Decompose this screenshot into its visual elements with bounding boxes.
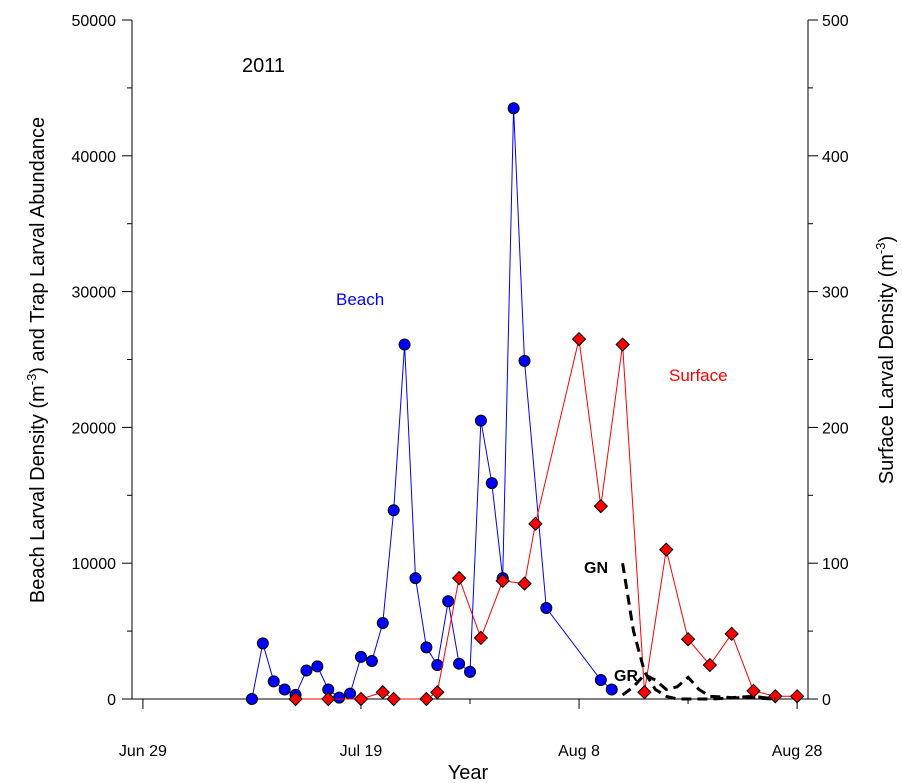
- left-tick-label: 30000: [72, 285, 117, 302]
- beach-point: [594, 673, 607, 686]
- axes: [131, 20, 809, 700]
- right-tick-label: 100: [822, 556, 849, 573]
- x-tick-label: Jul 19: [340, 743, 383, 760]
- left-tick-label: 0: [107, 692, 116, 709]
- surface-point: [637, 685, 652, 700]
- surface-point: [659, 542, 674, 557]
- surface-point: [528, 516, 543, 532]
- left-tick-label: 20000: [72, 420, 117, 437]
- beach-point: [507, 102, 520, 115]
- right-tick-label: 500: [822, 13, 849, 30]
- labels: 2011 Year Beach Larval Density (m-3) and…: [24, 55, 898, 783]
- beach-point: [278, 683, 291, 696]
- surface-point: [495, 573, 510, 589]
- surface-point: [593, 498, 609, 514]
- x-tick-label: Aug 28: [772, 743, 823, 760]
- gr-series-line: [621, 672, 776, 701]
- beach-point: [540, 602, 553, 615]
- beach-point: [605, 683, 618, 696]
- left-axis-title-tail: ) and Trap Larval Abundance: [27, 117, 49, 374]
- right-axis-title: Surface Larval Density (m-3): [873, 236, 898, 484]
- beach-point: [464, 665, 476, 678]
- surface-point: [724, 626, 739, 642]
- ticks: 0 10000 20000 30000 40000 50000 0 100 200 300 400 5…: [72, 13, 849, 760]
- x-tick-label: Jun 29: [119, 743, 167, 760]
- beach-point: [453, 657, 466, 670]
- right-axis-title-main: Surface Larval Density (m: [876, 254, 898, 484]
- left-axis-title: Beach Larval Density (m-3) and Trap Larv…: [24, 117, 49, 603]
- right-axis-title-sup: -3: [873, 243, 888, 255]
- left-tick-label: 10000: [72, 556, 117, 573]
- beach-point: [474, 414, 487, 427]
- surface-series-line: [295, 338, 798, 700]
- x-axis-title: Year: [448, 762, 489, 783]
- beach-point: [333, 691, 346, 704]
- beach-point: [485, 477, 498, 490]
- surface-point: [430, 685, 445, 700]
- surface-series-label: Surface: [669, 366, 728, 385]
- right-tick-label: 300: [822, 285, 849, 302]
- beach-point: [420, 641, 433, 654]
- beach-point: [442, 595, 455, 608]
- beach-point: [344, 687, 357, 700]
- surface-point: [419, 691, 434, 707]
- surface-point: [288, 691, 303, 707]
- left-tick-label: 40000: [72, 149, 117, 166]
- beach-point: [398, 338, 411, 351]
- right-tick-label: 0: [822, 692, 831, 709]
- year-annotation: 2011: [242, 55, 285, 77]
- beach-point: [300, 664, 313, 677]
- gr-series-label: GR: [614, 668, 638, 685]
- surface-point: [386, 691, 401, 707]
- gn-series-label: GN: [584, 560, 608, 577]
- surface-point: [321, 691, 336, 707]
- beach-point: [409, 572, 422, 585]
- beach-point: [376, 616, 389, 629]
- surface-point: [353, 691, 369, 707]
- beach-point: [354, 650, 367, 663]
- beach-point: [256, 637, 269, 650]
- surface-point: [615, 337, 630, 352]
- beach-point: [365, 654, 378, 667]
- beach-point: [311, 660, 324, 673]
- right-axis-title-tail: ): [876, 236, 898, 243]
- beach-series-label: Beach: [336, 290, 384, 309]
- left-tick-label: 50000: [72, 13, 117, 30]
- beach-point: [245, 693, 258, 705]
- right-tick-label: 200: [822, 420, 849, 437]
- surface-point: [680, 632, 696, 647]
- surface-point: [375, 685, 390, 700]
- beach-point: [518, 354, 531, 367]
- gn-series-line: [621, 562, 776, 701]
- left-axis-title-sup: -3: [24, 374, 39, 386]
- x-tick-label: Aug 8: [558, 743, 600, 760]
- surface-point: [517, 576, 532, 591]
- surface-point: [702, 657, 718, 673]
- beach-point: [267, 675, 280, 688]
- surface-point: [473, 630, 489, 646]
- surface-point: [789, 689, 805, 704]
- beach-point: [387, 504, 400, 517]
- surface-point: [571, 331, 587, 347]
- left-axis-title-main: Beach Larval Density (m: [27, 385, 49, 603]
- series: [245, 102, 805, 707]
- right-tick-label: 400: [822, 149, 849, 166]
- surface-point: [451, 570, 467, 586]
- surface-point: [768, 689, 783, 704]
- beach-series-line: [251, 108, 613, 700]
- beach-point: [431, 659, 444, 672]
